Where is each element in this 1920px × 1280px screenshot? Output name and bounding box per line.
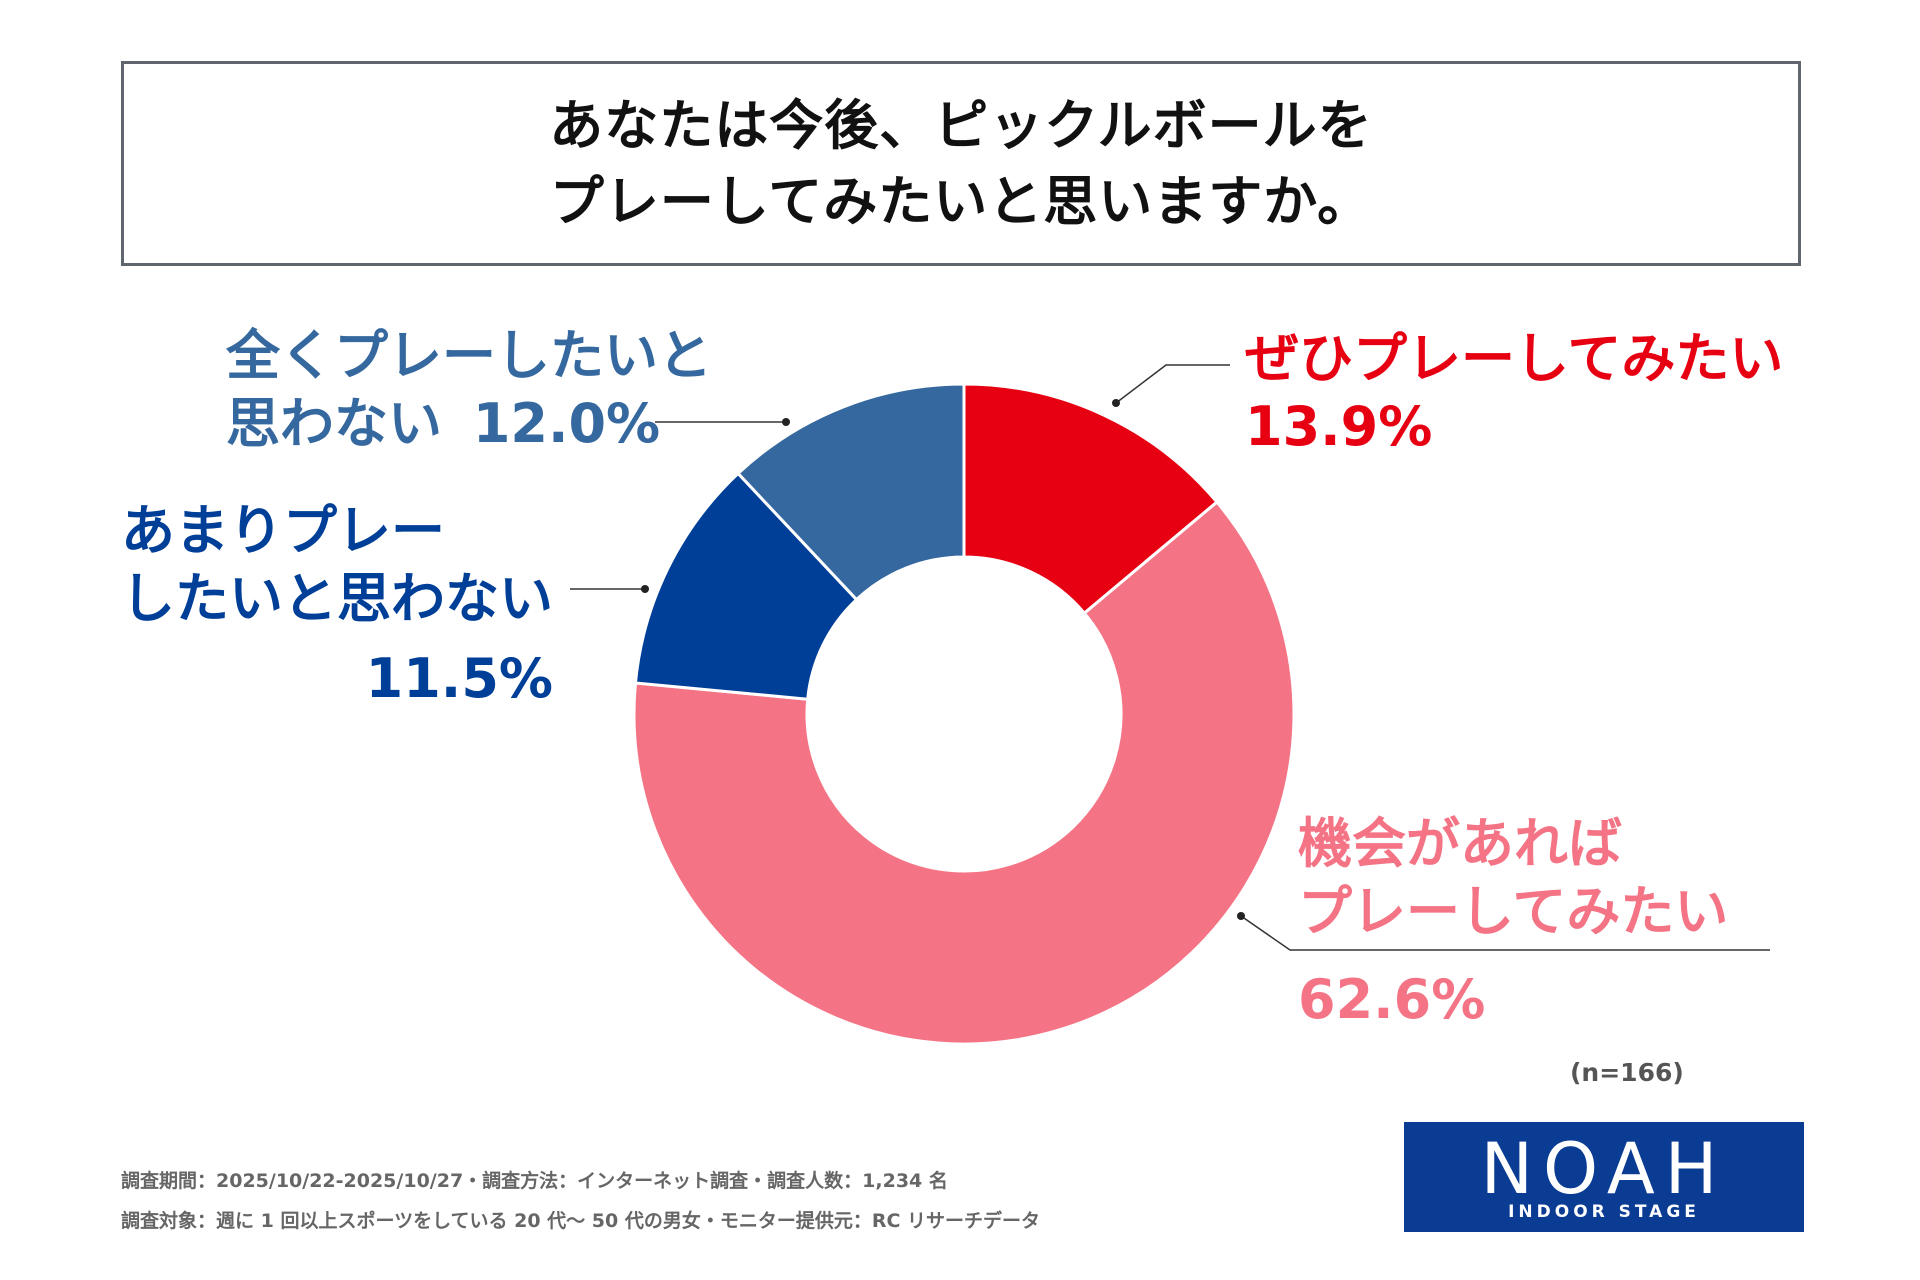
title-box: あなたは今後、ピックルボールを プレーしてみたいと思いますか。: [121, 61, 1801, 266]
footnote-2: 調査対象：週に 1 回以上スポーツをしている 20 代〜 50 代の男女・モニタ…: [121, 1210, 1041, 1232]
label-s2-text-2: したいと思わない: [121, 567, 553, 630]
label-s3-text-2: 思わない: [226, 392, 442, 455]
donut-slice-0: [962, 382, 1220, 616]
title-line-2: プレーしてみたいと思いますか。: [549, 169, 1373, 233]
label-s1-text-2: プレーしてみたい: [1298, 880, 1729, 943]
label-s3: 全くプレーしたいと 思わない 12.0%: [226, 322, 712, 458]
label-s2: あまりプレー したいと思わない 11.5%: [121, 497, 553, 713]
label-s1: 機会があれば プレーしてみたい 62.6%: [1298, 810, 1728, 1034]
label-s0: ぜひプレーしてみたい 13.9%: [1245, 325, 1783, 461]
leader-line-s0: [1115, 364, 1230, 404]
label-s3-pct: 12.0%: [472, 392, 661, 455]
leader-dot-s1: [1237, 912, 1245, 920]
leader-dot-s2: [641, 585, 649, 593]
donut-slice-3: [735, 382, 966, 602]
sample-size: (n=166): [1570, 1058, 1684, 1087]
label-s2-text-1: あまりプレー: [121, 499, 445, 562]
noah-logo: NOAH INDOOR STAGE: [1404, 1122, 1804, 1232]
label-s1-text-1: 機会があれば: [1298, 812, 1622, 875]
donut-slice-2: [633, 471, 859, 701]
leader-line-s1: [1240, 915, 1770, 951]
label-s3-text-1: 全くプレーしたいと: [226, 324, 712, 387]
leader-dot-s0: [1112, 399, 1120, 407]
donut-slice-1: [632, 499, 1296, 1046]
leader-dot-s3: [782, 418, 790, 426]
label-s2-pct: 11.5%: [365, 647, 553, 710]
logo-text: NOAH: [1480, 1128, 1728, 1210]
logo-subtext: INDOOR STAGE: [1508, 1202, 1700, 1222]
footnote-1: 調査期間：2025/10/22-2025/10/27・調査方法：インターネット調…: [121, 1170, 948, 1192]
title-line-1: あなたは今後、ピックルボールを: [549, 93, 1373, 157]
label-s1-pct: 62.6%: [1298, 968, 1486, 1031]
label-s0-pct: 13.9%: [1245, 395, 1433, 458]
label-s0-text: ぜひプレーしてみたい: [1245, 327, 1784, 390]
